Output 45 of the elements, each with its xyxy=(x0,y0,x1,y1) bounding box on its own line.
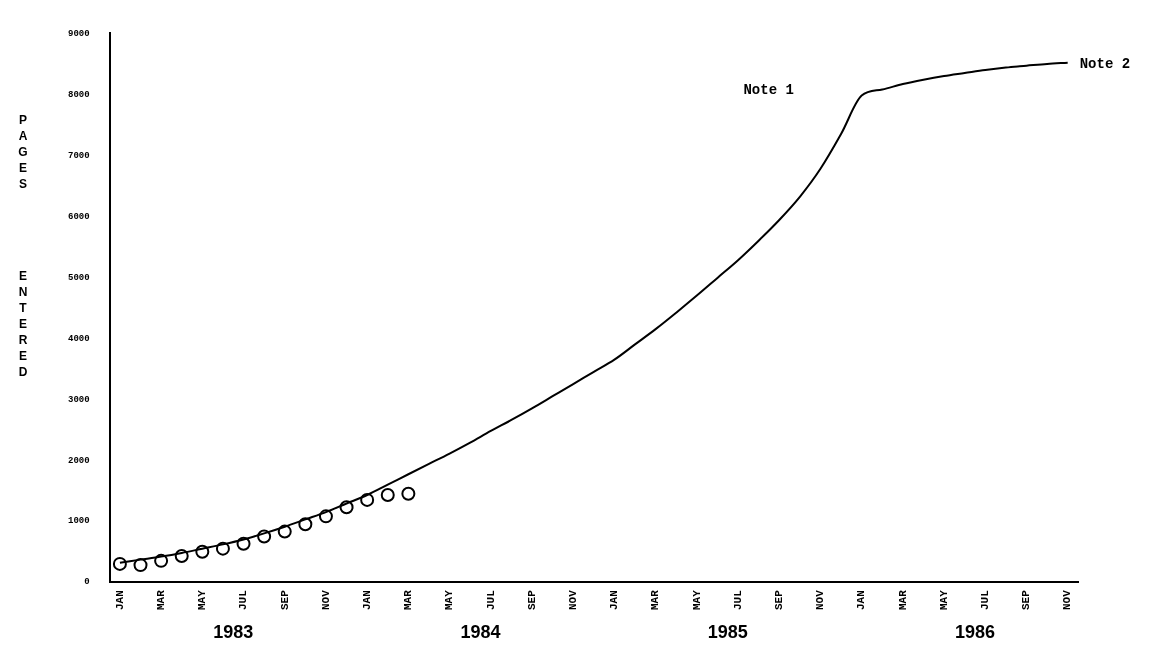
x-tick-label: JAN xyxy=(608,590,621,611)
y-tick-label: 9000 xyxy=(67,28,90,39)
annotation: Note 1 xyxy=(743,82,794,99)
y-tick-label: 5000 xyxy=(67,272,90,283)
x-tick-label: MAR xyxy=(402,589,415,611)
text: 1984 xyxy=(460,622,501,642)
point xyxy=(401,486,416,501)
x-tick-label: SEP xyxy=(525,589,538,611)
x-tick-label: SEP xyxy=(278,589,291,611)
text: Note 2 xyxy=(1079,55,1131,72)
x-tick-label: MAY xyxy=(937,589,950,611)
x-tick-label: SEP xyxy=(773,589,786,611)
x-tick-label: NOV xyxy=(566,589,579,611)
x-tick-label: JUL xyxy=(237,589,250,611)
x-tick-label: MAY xyxy=(196,589,209,611)
x-tick-label: JUL xyxy=(731,589,744,611)
point xyxy=(380,488,395,502)
x-tick-label: NOV xyxy=(814,589,827,611)
x-tick-label: JAN xyxy=(113,590,126,611)
x-tick-label: JAN xyxy=(360,590,373,611)
x-tick-label: JUL xyxy=(484,589,497,611)
x-tick-label: MAR xyxy=(154,589,167,611)
x-tick-label: NOV xyxy=(1061,589,1074,611)
y-tick-label: 2000 xyxy=(67,455,90,466)
text: 1983 xyxy=(213,622,254,642)
x-tick-label: MAY xyxy=(443,589,456,611)
text: 1986 xyxy=(954,622,995,642)
text: 1985 xyxy=(707,622,748,642)
x-tick-label: MAR xyxy=(649,589,662,611)
y-tick-label: 3000 xyxy=(67,394,90,405)
x-tick-label: NOV xyxy=(319,589,332,611)
y-axis-title: PAGES ENTERED xyxy=(16,113,30,381)
x-tick-label: JUL xyxy=(979,589,992,611)
x-tick-label: MAY xyxy=(690,589,703,611)
y-tick-label: 6000 xyxy=(67,211,90,222)
point xyxy=(133,558,148,573)
y-tick-label: 7000 xyxy=(67,150,90,161)
x-tick-label: JAN xyxy=(855,590,868,611)
y-tick-label: 0 xyxy=(84,577,90,588)
x-tick-label: SEP xyxy=(1020,589,1033,611)
y-tick-label: 8000 xyxy=(67,89,90,100)
x-tick-label: MAR xyxy=(896,589,909,611)
y-tick-label: 1000 xyxy=(67,516,90,527)
point xyxy=(112,556,127,571)
y-tick-label: 4000 xyxy=(67,333,90,344)
